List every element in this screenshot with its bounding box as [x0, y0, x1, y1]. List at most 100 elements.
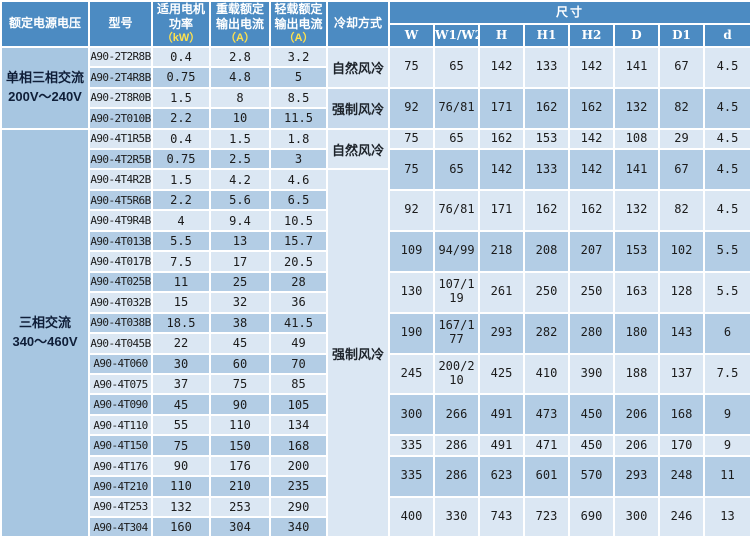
dim-W1-W2-cell: 76/81	[433, 188, 480, 232]
header-dimensions: 尺寸	[387, 0, 750, 26]
dim-H2-cell: 390	[568, 352, 615, 396]
header-motor-power: 适用电机功率 （kW）	[151, 0, 211, 48]
motor-power-cell: 1.5	[151, 168, 211, 191]
cooling-cell: 强制风冷	[326, 168, 390, 536]
dim-d-cell: 5.5	[702, 229, 750, 273]
header-dim-H2: H2	[568, 23, 615, 48]
motor-power-cell: 1.5	[151, 86, 211, 110]
heavy-current-cell: 13	[209, 229, 271, 253]
dim-d-cell: 4.5	[702, 127, 750, 151]
motor-power-cell: 90	[151, 454, 211, 478]
dim-W-cell: 75	[388, 45, 435, 89]
header-heavy-current-unit: （A）	[225, 32, 255, 44]
dim-d-cell: 5.5	[702, 270, 750, 314]
heavy-current-cell: 38	[209, 311, 271, 335]
dim-D1-cell: 143	[658, 311, 705, 355]
dim-D1-cell: 67	[658, 148, 705, 191]
dim-D-cell: 188	[613, 352, 660, 396]
dim-H2-cell: 250	[568, 270, 615, 314]
dim-H1-cell: 208	[523, 229, 570, 273]
light-current-cell: 8.5	[269, 86, 328, 110]
dim-H2-cell: 142	[568, 45, 615, 89]
dim-H1-cell: 133	[523, 148, 570, 191]
dim-W-cell: 75	[388, 148, 435, 191]
model-cell: A90-4T017B	[88, 250, 153, 273]
dim-H2-cell: 450	[568, 434, 615, 457]
dim-d-cell: 4.5	[702, 188, 750, 232]
dim-H-cell: 743	[478, 495, 525, 536]
motor-power-cell: 22	[151, 332, 211, 355]
light-current-cell: 235	[269, 475, 328, 498]
table-row: A90-4T176 90 176 200 335 286 623 601 570 293 248 11	[1, 454, 750, 498]
dim-H2-cell: 142	[568, 148, 615, 191]
dim-W-cell: 109	[388, 229, 435, 273]
model-cell: A90-4T075	[88, 372, 153, 396]
dim-subheader-row: W W1/W2 H H1 H2 D D1 d	[1, 23, 750, 48]
dim-H-cell: 261	[478, 270, 525, 314]
dim-H1-cell: 601	[523, 454, 570, 498]
heavy-current-cell: 4.8	[209, 66, 271, 89]
dim-W-cell: 92	[388, 86, 435, 130]
model-cell: A90-4T150	[88, 434, 153, 457]
dim-d-cell: 6	[702, 311, 750, 355]
dim-H-cell: 162	[478, 127, 525, 151]
dim-W1-W2-cell: 266	[433, 393, 480, 437]
header-voltage: 额定电源电压	[0, 0, 90, 48]
dim-H-cell: 293	[478, 311, 525, 355]
dim-H-cell: 142	[478, 148, 525, 191]
header-dim-H: H	[478, 23, 525, 48]
table-body: 单相三相交流 200V～240V A90-2T2R8B 0.4 2.8 3.2 自然风冷 75…	[0, 45, 750, 536]
light-current-cell: 105	[269, 393, 328, 416]
heavy-current-cell: 176	[209, 454, 271, 478]
dim-D1-cell: 29	[658, 127, 705, 151]
table-header: 额定电源电压 型号 适用电机功率 （kW） 重载额定输出电流 （A） 轻载额定输出电…	[0, 0, 750, 48]
table-row: A90-4T9R4B 4 9.4 10.5	[1, 209, 750, 232]
heavy-current-cell: 25	[209, 270, 271, 294]
light-current-cell: 41.5	[269, 311, 328, 335]
dim-H1-cell: 723	[523, 495, 570, 536]
light-current-cell: 85	[269, 372, 328, 396]
header-cooling: 冷却方式	[326, 0, 390, 48]
heavy-current-cell: 75	[209, 372, 271, 396]
dim-H-cell: 425	[478, 352, 525, 396]
heavy-current-cell: 90	[209, 393, 271, 416]
dim-H2-cell: 207	[568, 229, 615, 273]
table-row: A90-4T304 160 304 340	[1, 516, 750, 536]
dim-D1-cell: 82	[658, 86, 705, 130]
dim-H2-cell: 162	[568, 188, 615, 232]
light-current-cell: 290	[269, 495, 328, 519]
dim-D-cell: 141	[613, 148, 660, 191]
table-row: A90-4T032B 15 32 36	[1, 291, 750, 314]
dim-H2-cell: 690	[568, 495, 615, 536]
dim-D1-cell: 137	[658, 352, 705, 396]
light-current-cell: 20.5	[269, 250, 328, 273]
motor-power-cell: 45	[151, 393, 211, 416]
model-cell: A90-4T1R5B	[88, 127, 153, 151]
dim-H2-cell: 162	[568, 86, 615, 130]
dim-d-cell: 4.5	[702, 45, 750, 89]
light-current-cell: 15.7	[269, 229, 328, 253]
table-row: A90-4T5R6B 2.2 5.6 6.5 92 76/81 171 162 162 132 82…	[1, 188, 750, 232]
dim-D-cell: 132	[613, 86, 660, 130]
table-row: A90-4T060 30 60 70 245 200/210 425 410 390 188 137…	[1, 352, 750, 396]
dim-W1-W2-cell: 76/81	[433, 86, 480, 130]
motor-power-cell: 0.75	[151, 147, 211, 171]
dim-W-cell: 245	[388, 352, 435, 396]
dim-W1-W2-cell: 330	[433, 495, 480, 536]
heavy-current-cell: 210	[209, 475, 271, 498]
light-current-cell: 1.8	[269, 127, 328, 151]
dim-H2-cell: 142	[568, 127, 615, 151]
header-dim-W: W	[388, 23, 435, 48]
heavy-current-cell: 32	[209, 291, 271, 314]
motor-power-cell: 18.5	[151, 311, 211, 335]
dim-D1-cell: 67	[658, 45, 705, 89]
light-current-cell: 134	[269, 413, 328, 437]
dim-d-cell: 9	[702, 393, 750, 437]
motor-power-cell: 37	[151, 372, 211, 396]
heavy-current-cell: 9.4	[209, 209, 271, 232]
heavy-current-cell: 60	[209, 352, 271, 376]
light-current-cell: 5	[269, 66, 328, 89]
dim-D1-cell: 248	[658, 454, 705, 498]
dim-W1-W2-cell: 286	[433, 434, 480, 457]
